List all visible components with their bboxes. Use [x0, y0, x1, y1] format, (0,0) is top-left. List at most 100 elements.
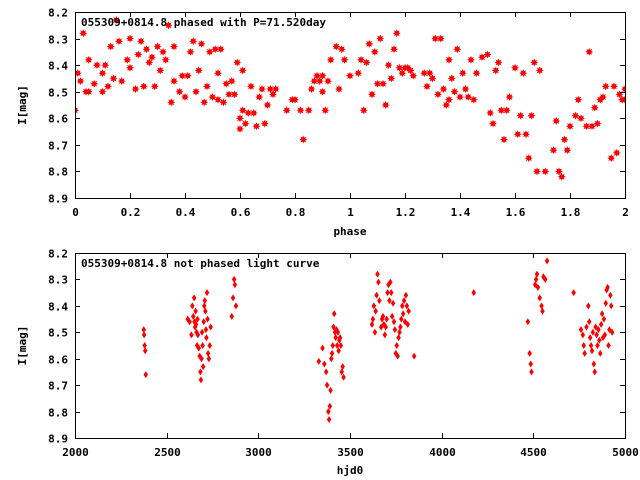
data-point — [544, 257, 550, 265]
data-point — [84, 87, 93, 96]
data-point — [141, 326, 146, 334]
data-point — [354, 69, 363, 78]
data-point — [269, 90, 277, 99]
plot-frame — [75, 12, 626, 199]
data-point — [230, 294, 236, 302]
x-tick-label: 0.2 — [121, 206, 141, 219]
data-point — [610, 82, 618, 91]
data-point — [442, 101, 451, 109]
data-point — [385, 289, 390, 297]
data-point — [178, 71, 187, 80]
data-point — [555, 167, 563, 176]
data-point — [104, 82, 112, 91]
data-point — [323, 368, 329, 376]
data-point — [541, 167, 550, 176]
data-point — [203, 326, 209, 334]
data-point — [326, 408, 331, 416]
data-point — [198, 376, 204, 384]
data-point — [445, 55, 453, 64]
data-point — [384, 61, 393, 70]
y-tick-label: 8.2 — [48, 7, 68, 20]
data-point — [582, 349, 587, 357]
data-point — [202, 297, 208, 305]
data-point — [211, 45, 220, 54]
data-point — [587, 334, 593, 342]
y-tick-label: 8.5 — [48, 87, 68, 100]
data-point — [291, 95, 299, 104]
data-point — [320, 344, 325, 352]
data-point — [594, 331, 599, 339]
data-point — [379, 79, 387, 88]
data-point — [607, 154, 616, 163]
data-point — [340, 363, 345, 371]
data-point — [557, 172, 566, 181]
data-point — [225, 90, 233, 99]
data-point — [341, 373, 346, 381]
data-point — [461, 85, 470, 94]
data-point — [313, 71, 321, 80]
data-point — [205, 349, 211, 357]
data-point — [326, 416, 332, 423]
plot-frame — [75, 253, 626, 439]
phased-light-curve-plot: 0 0.2 0.4 0.6 0.8 1 1.2 1.4 1.6 1.8 2 8.2 8.3 8.4 8.5 8… — [16, 7, 629, 239]
data-point — [150, 82, 159, 91]
x-tick-label: 0.8 — [286, 206, 306, 219]
data-point — [134, 50, 143, 59]
data-point — [401, 297, 407, 305]
data-point — [593, 119, 602, 128]
data-point — [390, 299, 396, 307]
data-point — [494, 58, 503, 67]
data-point — [156, 66, 165, 75]
data-point — [420, 69, 429, 78]
data-point — [191, 312, 196, 320]
data-point — [340, 55, 349, 64]
data-point — [596, 326, 601, 334]
data-point — [214, 69, 222, 78]
data-point — [186, 47, 195, 56]
x-tick-label: 0.4 — [176, 206, 196, 219]
data-point — [405, 320, 410, 328]
data-point — [591, 360, 597, 368]
data-point — [365, 39, 374, 48]
data-point — [605, 283, 610, 291]
data-point — [580, 331, 586, 339]
data-point — [208, 323, 213, 331]
data-point — [511, 63, 519, 72]
data-point — [582, 122, 591, 131]
data-points — [75, 15, 625, 181]
data-point — [199, 328, 205, 336]
data-point — [587, 318, 592, 326]
data-point — [601, 315, 607, 323]
data-point — [139, 82, 148, 91]
data-point — [377, 297, 382, 305]
data-point — [233, 58, 242, 67]
data-point — [315, 77, 324, 86]
x-tick-label: 2000 — [62, 446, 89, 459]
data-point — [143, 371, 149, 379]
data-point — [200, 363, 206, 371]
data-point — [331, 323, 336, 331]
data-point — [115, 37, 123, 46]
data-point — [445, 95, 453, 104]
data-point — [447, 74, 456, 83]
y-tick-label: 8.4 — [48, 301, 68, 314]
data-point — [399, 315, 404, 323]
data-point — [255, 93, 264, 102]
data-point — [456, 93, 464, 102]
unphased-light-curve-plot: 2000 2500 3000 3500 4000 4500 5000 8.2 8.3 8.4 8.5… — [16, 248, 639, 478]
y-axis-label: I[mag] — [16, 326, 29, 366]
data-point — [588, 122, 596, 131]
data-point — [502, 106, 511, 115]
data-point — [322, 360, 327, 368]
x-tick-label: 5000 — [612, 446, 639, 459]
x-axis-label: hjd0 — [337, 464, 364, 477]
data-point — [537, 294, 542, 302]
data-point — [609, 302, 614, 310]
data-point — [334, 342, 340, 349]
data-point — [142, 45, 151, 54]
x-tick-label: 1.2 — [396, 206, 416, 219]
data-point — [527, 111, 536, 120]
data-point — [206, 355, 212, 363]
data-point — [574, 95, 583, 104]
data-point — [332, 42, 341, 51]
